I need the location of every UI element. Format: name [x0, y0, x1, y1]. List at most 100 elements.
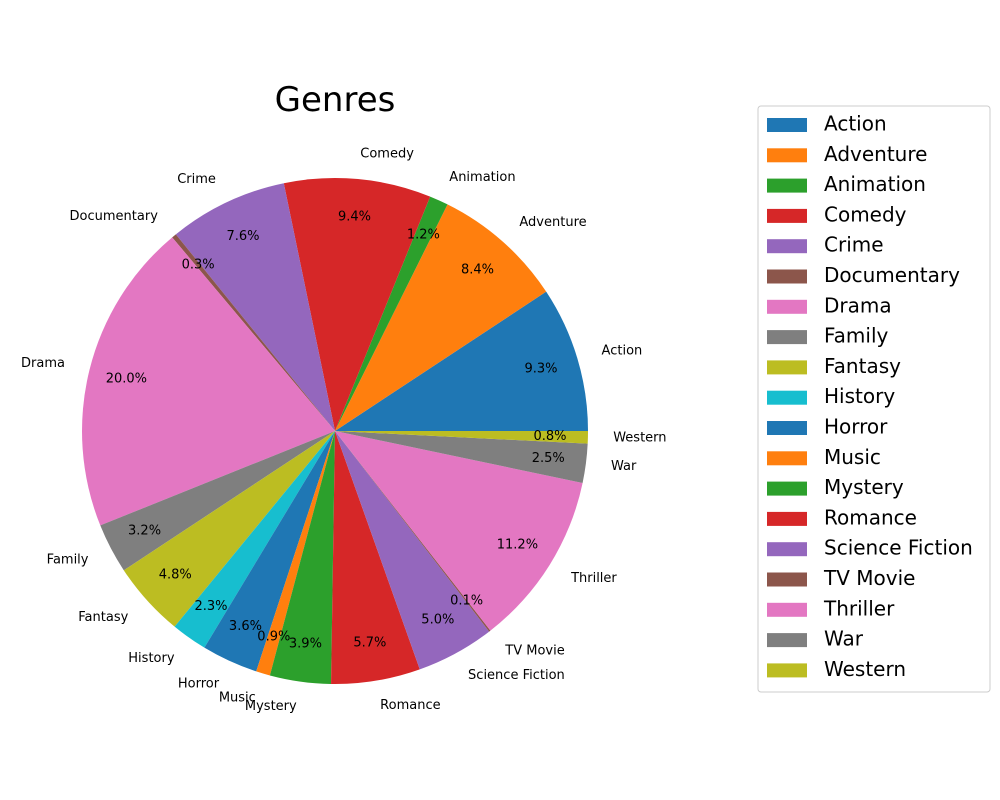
- pct-label-thriller: 11.2%: [497, 537, 538, 552]
- legend-swatch-tv-movie: [767, 572, 807, 587]
- legend-label-western: Western: [824, 657, 906, 681]
- slice-label-action: Action: [602, 343, 643, 358]
- percentage-labels: 9.3% 8.4% 1.2% 9.4% 7.6% 0.3% 20.0% 3.2% 4.8% 2.3…: [106, 209, 567, 651]
- legend-label-fantasy: Fantasy: [824, 354, 901, 378]
- pie-slice-mystery: [269, 431, 335, 684]
- slice-label-tv-movie: TV Movie: [504, 644, 564, 659]
- pct-label-war: 2.5%: [532, 451, 565, 466]
- legend-label-family: Family: [824, 324, 889, 348]
- pct-label-documentary: 0.3%: [182, 258, 215, 273]
- pie-slice-western: [335, 431, 588, 444]
- pie-slice-action: [335, 291, 588, 431]
- legend-swatch-western: [767, 663, 807, 678]
- pie-slice-tv-movie: [335, 431, 491, 632]
- pct-label-tv-movie: 0.1%: [450, 594, 483, 609]
- legend-label-horror: Horror: [824, 415, 888, 439]
- legend-swatch-family: [767, 330, 807, 345]
- legend-label-adventure: Adventure: [824, 142, 927, 166]
- pie-slice-fantasy: [123, 431, 335, 627]
- pie-slice-horror: [204, 431, 335, 672]
- legend-label-science-fiction: Science Fiction: [824, 536, 973, 560]
- legend-swatch-history: [767, 390, 807, 405]
- legend-swatch-comedy: [767, 208, 807, 223]
- pct-label-drama: 20.0%: [106, 371, 147, 386]
- pie-slice-comedy: [283, 177, 431, 431]
- legend-label-action: Action: [824, 112, 887, 136]
- pct-label-animation: 1.2%: [407, 227, 440, 242]
- pie-slice-science-fiction: [335, 431, 490, 670]
- slice-label-music: Music: [219, 690, 256, 705]
- legend-swatch-mystery: [767, 481, 807, 496]
- legend-swatch-music: [767, 451, 807, 466]
- slice-label-drama: Drama: [21, 356, 65, 371]
- legend-label-documentary: Documentary: [824, 263, 960, 287]
- legend-label-animation: Animation: [824, 172, 926, 196]
- pct-label-science-fiction: 5.0%: [421, 612, 454, 627]
- legend-swatch-romance: [767, 511, 807, 526]
- pie-slice-drama: [81, 237, 335, 526]
- pie-slice-history: [174, 431, 335, 648]
- pie-slice-family: [100, 431, 336, 571]
- pie-slice-thriller: [335, 431, 583, 631]
- slice-label-horror: Horror: [178, 677, 220, 692]
- slice-label-mystery: Mystery: [245, 699, 297, 714]
- legend-swatch-animation: [767, 178, 807, 193]
- legend-frame: [757, 105, 991, 693]
- slice-label-western: Western: [613, 430, 666, 445]
- slice-label-family: Family: [47, 553, 89, 568]
- legend-label-music: Music: [824, 445, 881, 469]
- pct-label-family: 3.2%: [128, 523, 161, 538]
- pie-slice-animation: [335, 196, 448, 431]
- legend-swatch-action: [767, 118, 807, 132]
- slice-label-documentary: Documentary: [70, 209, 159, 224]
- slice-label-comedy: Comedy: [360, 146, 414, 161]
- pct-label-romance: 5.7%: [353, 636, 386, 651]
- legend-label-thriller: Thriller: [823, 596, 895, 620]
- legend-swatch-thriller: [767, 602, 807, 617]
- pie-slice-war: [335, 431, 588, 483]
- pct-label-adventure: 8.4%: [461, 262, 494, 277]
- legend: Action Adventure Animation Comedy Crime Docum…: [757, 105, 991, 693]
- legend-label-history: History: [824, 384, 895, 408]
- slice-label-romance: Romance: [380, 698, 440, 713]
- pct-label-history: 2.3%: [194, 599, 227, 614]
- legend-label-war: War: [824, 627, 864, 651]
- legend-swatch-horror: [767, 421, 807, 435]
- pie-slice-music: [256, 431, 335, 676]
- slice-label-thriller: Thriller: [570, 571, 617, 586]
- pie-slice-romance: [331, 431, 420, 685]
- legend-label-crime: Crime: [824, 233, 884, 257]
- legend-label-comedy: Comedy: [824, 202, 907, 226]
- pie-slice-crime: [175, 183, 335, 431]
- slice-label-fantasy: Fantasy: [78, 610, 128, 625]
- legend-label-drama: Drama: [824, 293, 892, 317]
- legend-swatch-crime: [767, 239, 807, 254]
- slice-label-science-fiction: Science Fiction: [468, 668, 565, 683]
- legend-swatch-science-fiction: [767, 542, 807, 557]
- legend-swatch-fantasy: [767, 360, 807, 375]
- pct-label-music: 0.9%: [257, 630, 290, 645]
- legend-items: Action Adventure Animation Comedy Crime Docum…: [767, 112, 973, 681]
- legend-label-romance: Romance: [824, 505, 917, 529]
- pct-label-fantasy: 4.8%: [159, 567, 192, 582]
- pie-slice-documentary: [172, 234, 335, 431]
- slice-label-crime: Crime: [177, 172, 216, 187]
- slice-labels: Action Adventure Animation Comedy Crime Docum…: [21, 146, 667, 714]
- pct-label-action: 9.3%: [524, 362, 557, 377]
- pct-label-horror: 3.6%: [229, 619, 262, 634]
- slice-label-animation: Animation: [449, 170, 515, 185]
- pie-slice-adventure: [335, 204, 547, 431]
- legend-label-tv-movie: TV Movie: [823, 566, 915, 590]
- pct-label-western: 0.8%: [533, 429, 566, 444]
- chart-title: Genres: [275, 80, 396, 120]
- legend-swatch-adventure: [767, 148, 807, 163]
- pct-label-mystery: 3.9%: [289, 637, 322, 652]
- legend-swatch-documentary: [767, 269, 807, 284]
- legend-label-mystery: Mystery: [824, 475, 904, 499]
- legend-swatch-drama: [767, 299, 807, 314]
- pct-label-crime: 7.6%: [226, 229, 259, 244]
- slice-label-adventure: Adventure: [519, 215, 586, 230]
- legend-swatch-war: [767, 633, 807, 648]
- pct-label-comedy: 9.4%: [338, 209, 371, 224]
